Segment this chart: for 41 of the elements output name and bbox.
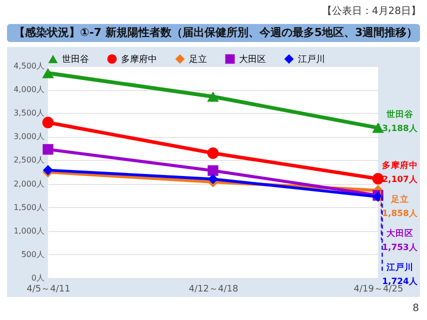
y-tick-label: 0人 bbox=[31, 274, 44, 282]
text: 8 bbox=[412, 303, 419, 314]
text: 足立 bbox=[391, 195, 409, 205]
point bbox=[207, 147, 219, 159]
data-label: 2,107人 bbox=[382, 174, 419, 185]
text: 多摩府中 bbox=[382, 161, 418, 171]
x-tick-label: 4/19～4/25 bbox=[354, 284, 404, 294]
x-tick-label: 4/12～4/18 bbox=[188, 284, 238, 294]
legend-label: 足立 bbox=[189, 54, 207, 65]
y-tick-label: 2,000人 bbox=[14, 179, 44, 188]
point bbox=[207, 92, 219, 102]
y-tick-label: 3,000人 bbox=[14, 132, 44, 142]
point bbox=[372, 122, 384, 133]
x-tick-label: 4/5～4/11 bbox=[26, 284, 70, 294]
y-tick-label: 2,500人 bbox=[14, 156, 44, 165]
y-tick-label: 4,500人 bbox=[14, 62, 44, 70]
data-label: 1,858人 bbox=[382, 208, 419, 219]
legend-label: 江戸川 bbox=[298, 54, 325, 65]
y-tick-label: 1,500人 bbox=[14, 202, 44, 212]
point bbox=[42, 144, 54, 155]
text: 世田谷 bbox=[386, 110, 414, 120]
legend-label: 世田谷 bbox=[62, 54, 89, 65]
y-tick-label: 1,000人 bbox=[14, 226, 44, 236]
point bbox=[42, 165, 54, 176]
legend-label: 多摩府中 bbox=[121, 54, 157, 65]
text: 江戸川 bbox=[386, 263, 414, 273]
y-tick-label: 3,500人 bbox=[14, 108, 44, 118]
point bbox=[42, 116, 54, 128]
y-tick-label: 4,000人 bbox=[14, 85, 44, 94]
data-label: 3,188人 bbox=[382, 123, 419, 134]
point bbox=[372, 173, 384, 184]
point bbox=[208, 174, 218, 184]
data-label: 1,724人 bbox=[382, 276, 419, 287]
point bbox=[42, 68, 54, 78]
text: 大田区 bbox=[386, 229, 414, 239]
point bbox=[208, 165, 218, 176]
data-label: 1,753人 bbox=[382, 242, 419, 253]
y-tick-label: 500人 bbox=[21, 250, 44, 259]
legend-label: 大田区 bbox=[239, 54, 266, 65]
chart-title: 【感染状況】①-7 新規陽性者数（届出保健所別、今週の最多5地区、3週間推移） bbox=[7, 24, 420, 42]
text: 【公表日：4月28日】 bbox=[322, 4, 421, 18]
